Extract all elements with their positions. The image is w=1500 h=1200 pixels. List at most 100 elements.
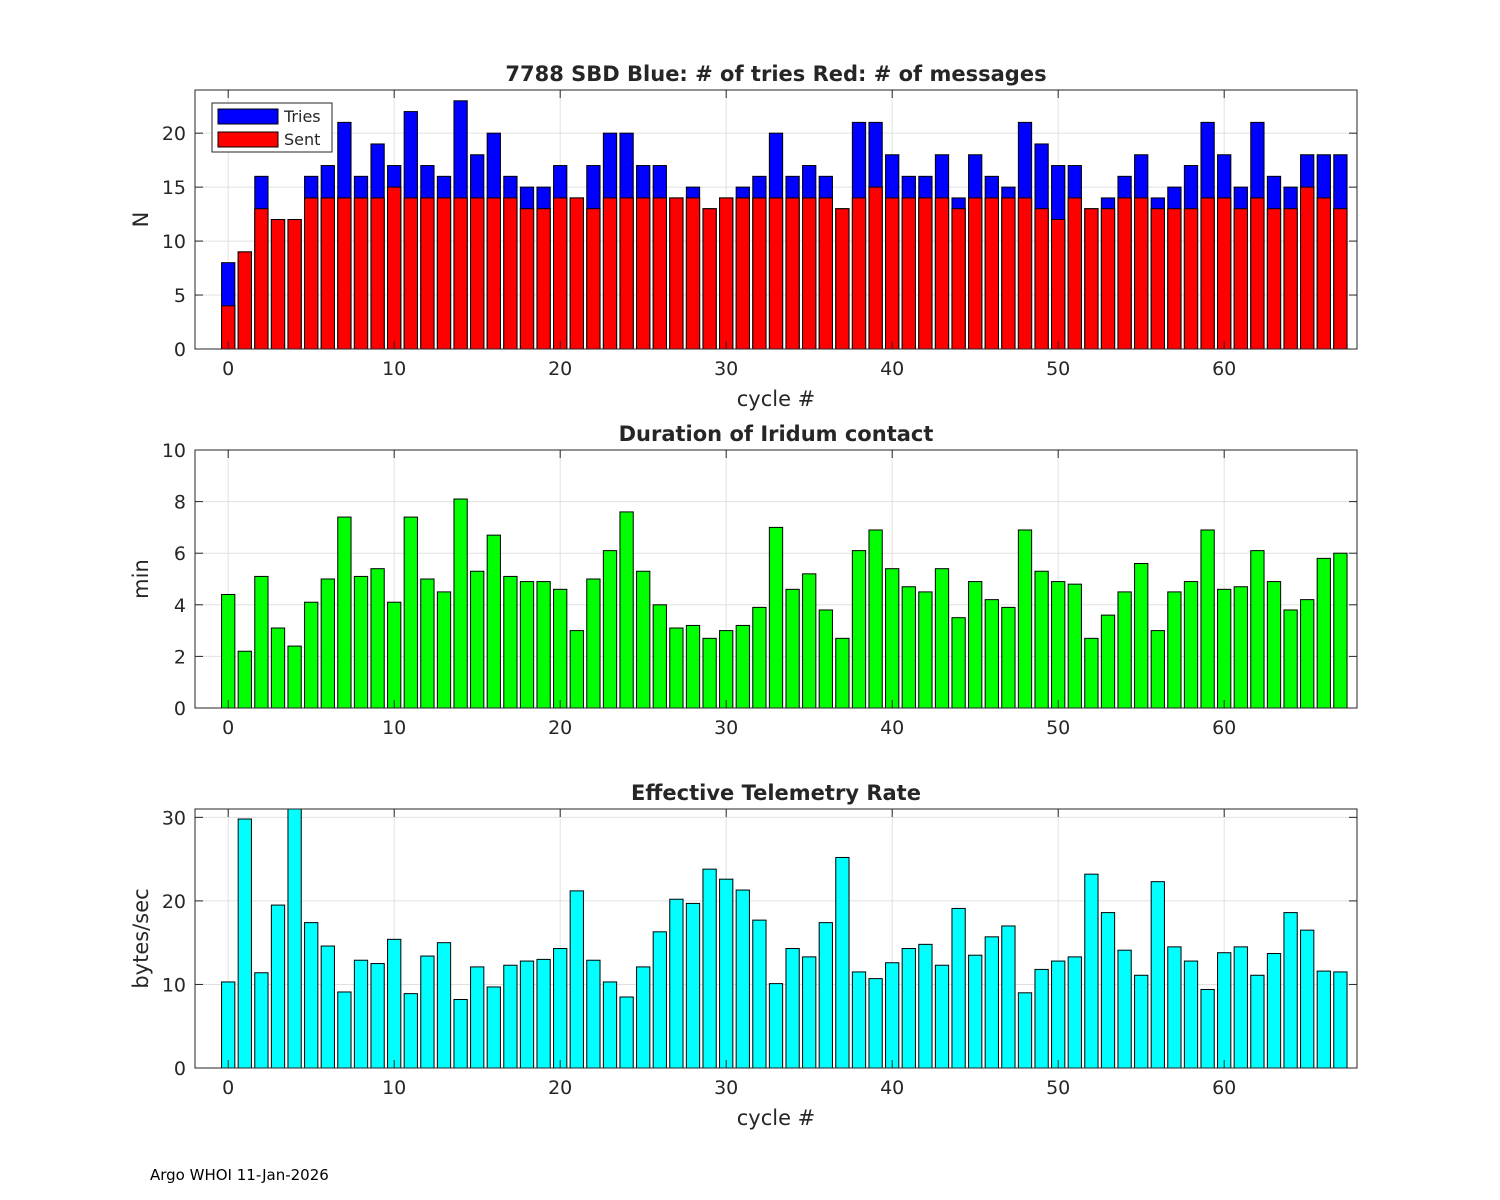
x-tick-label: 10 (382, 717, 406, 739)
sent-bar (270, 219, 286, 350)
data-bar (1217, 588, 1232, 709)
data-bar (735, 624, 750, 709)
sent-bar (735, 197, 750, 350)
data-bar (553, 948, 568, 1069)
data-bar (586, 578, 601, 709)
data-bar (835, 637, 850, 709)
data-bar (536, 958, 551, 1069)
data-bar (221, 981, 236, 1069)
data-bar (420, 578, 435, 709)
sent-bar (1034, 208, 1049, 350)
data-bar (818, 609, 833, 709)
data-bar (669, 898, 684, 1069)
sent-bar (1300, 186, 1315, 350)
legend-label: Sent (284, 130, 320, 149)
data-bar (1034, 968, 1049, 1069)
data-bar (719, 878, 734, 1069)
sent-bar (918, 197, 933, 350)
sent-bar (1067, 197, 1082, 350)
sent-bar (503, 197, 518, 350)
x-tick-label: 10 (382, 1077, 406, 1099)
data-bar (1200, 988, 1215, 1069)
data-bar (453, 498, 468, 709)
tries-sent-chart: 0 10 20 30 40 50 60 0 5 10 15 20 7788 SBD Blue: # of… (129, 62, 1358, 411)
data-bar (254, 972, 269, 1069)
y-tick-label: 0 (174, 1058, 186, 1080)
sent-bar (1233, 208, 1248, 350)
data-bar (1333, 552, 1348, 709)
data-bar (951, 907, 966, 1069)
data-bar (287, 645, 302, 709)
y-tick-label: 8 (174, 492, 186, 514)
sent-bar (470, 197, 485, 350)
sent-bar (752, 197, 767, 350)
data-bar (851, 971, 867, 1069)
sent-bar (1100, 208, 1116, 350)
sent-bar (1200, 197, 1215, 350)
sent-bar (453, 197, 468, 350)
data-bar (569, 630, 584, 709)
data-bar (835, 856, 850, 1069)
x-tick-label: 60 (1212, 1077, 1236, 1099)
sent-bar (868, 186, 883, 350)
data-bar (221, 593, 236, 709)
data-bar (503, 964, 518, 1069)
y-tick-label: 10 (162, 440, 186, 462)
data-bar (918, 943, 933, 1069)
sent-bar (403, 197, 418, 350)
data-bar (1067, 956, 1082, 1069)
data-bar (1300, 929, 1315, 1069)
data-bar (1233, 586, 1248, 709)
data-bar (1051, 960, 1066, 1069)
data-bar (685, 624, 701, 709)
x-tick-label: 0 (222, 358, 234, 380)
data-bar (1100, 912, 1116, 1069)
sent-bar (1134, 197, 1149, 350)
data-bar (1200, 529, 1215, 709)
y-tick-label: 10 (162, 231, 186, 253)
data-bar (287, 808, 302, 1069)
data-bar (337, 991, 352, 1069)
data-bar (420, 955, 435, 1069)
y-tick-label: 0 (174, 698, 186, 720)
data-bar (486, 534, 501, 709)
chart-title: Duration of Iridum contact (619, 422, 934, 446)
sent-bar (1084, 208, 1099, 350)
data-bar (652, 604, 667, 709)
legend-swatch (217, 131, 279, 148)
sent-bar (818, 197, 833, 350)
data-bar (868, 978, 883, 1069)
data-bar (1283, 912, 1298, 1069)
x-tick-label: 50 (1046, 358, 1070, 380)
sent-bar (802, 197, 817, 350)
data-bar (818, 922, 833, 1069)
data-bar (1150, 881, 1165, 1069)
x-tick-label: 30 (714, 717, 738, 739)
data-bar (868, 529, 883, 709)
axes-box (194, 808, 1358, 1069)
data-bar (885, 962, 900, 1069)
x-tick-label: 20 (548, 717, 572, 739)
y-tick-label: 4 (174, 595, 186, 617)
data-bar (802, 573, 817, 709)
sent-bar (353, 197, 369, 350)
sent-bar (370, 197, 385, 350)
y-tick-label: 15 (162, 177, 186, 199)
sent-bar (1051, 219, 1066, 350)
data-bar (1084, 637, 1099, 709)
data-bar (270, 904, 286, 1069)
data-bar (453, 998, 468, 1069)
data-bar (1017, 992, 1033, 1069)
data-bar (1167, 946, 1182, 1069)
x-tick-label: 50 (1046, 1077, 1070, 1099)
x-tick-label: 60 (1212, 717, 1236, 739)
data-bar (1001, 925, 1016, 1069)
sent-bar (1316, 197, 1331, 350)
data-bar (1150, 630, 1165, 709)
data-bar (1034, 570, 1049, 709)
x-tick-label: 30 (714, 1077, 738, 1099)
data-bar (1266, 953, 1282, 1069)
sent-bar (669, 197, 684, 350)
y-tick-label: 0 (174, 339, 186, 361)
data-bar (719, 630, 734, 709)
